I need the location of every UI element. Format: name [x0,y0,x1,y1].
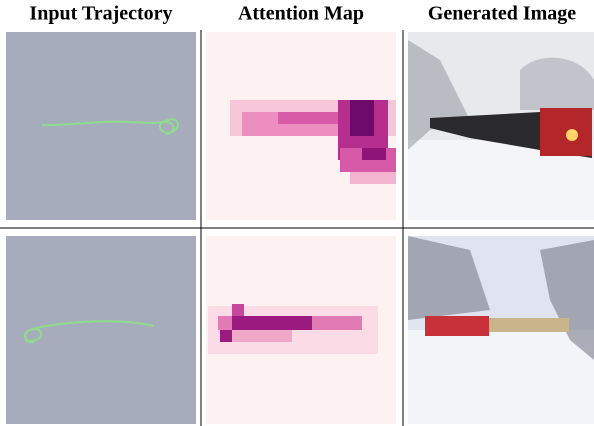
generated-image [408,32,594,220]
column-header: Generated Image [428,3,576,25]
page: {"header": {"columns": ["Input Trajector… [0,0,594,426]
trajectory-panel [6,236,196,424]
trajectory-panel [6,32,196,220]
attention-map [206,32,396,220]
attention-map [206,236,396,424]
column-header: Attention Map [238,3,364,25]
generated-image [408,236,594,424]
column-header: Input Trajectory [29,3,172,25]
figure: Input Trajectory Attention Map Generated… [0,0,594,426]
